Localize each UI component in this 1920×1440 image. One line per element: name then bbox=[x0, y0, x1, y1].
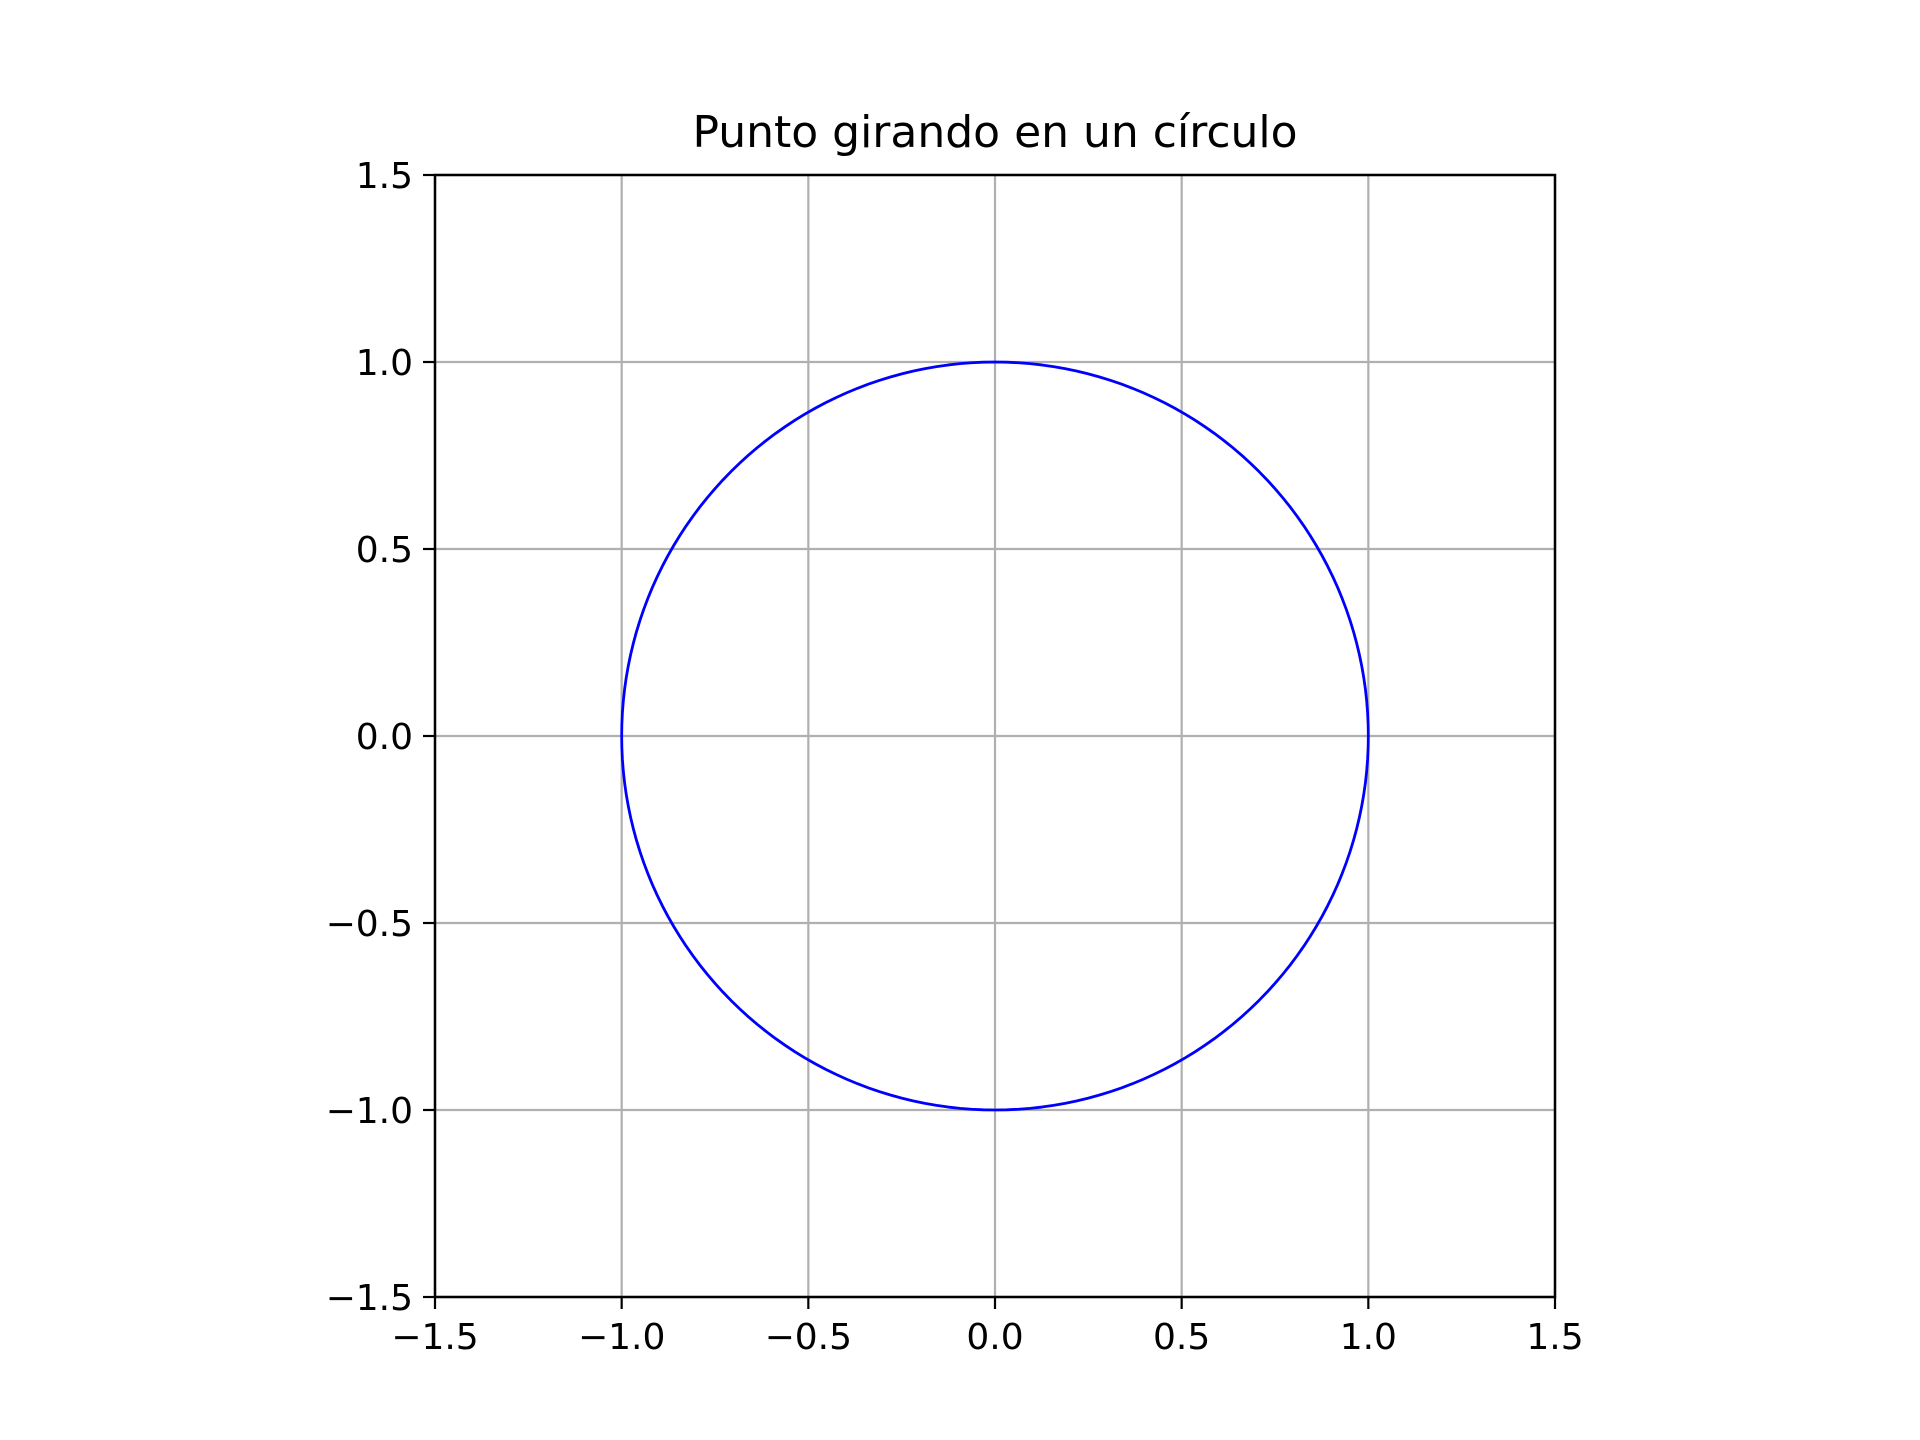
x-tick-label-5: 1.0 bbox=[1340, 1317, 1397, 1358]
series-line-0 bbox=[620, 360, 1370, 1112]
y-tick-label-1: −1.0 bbox=[326, 1091, 413, 1132]
y-tick-label-5: 1.0 bbox=[356, 343, 413, 384]
y-tick-label-6: 1.5 bbox=[356, 156, 413, 197]
x-tick-label-4: 0.5 bbox=[1153, 1317, 1210, 1358]
y-tick-label-4: 0.5 bbox=[356, 530, 413, 571]
y-tick-label-3: 0.0 bbox=[356, 717, 413, 758]
x-tick-label-0: −1.5 bbox=[391, 1317, 478, 1358]
y-axis: −1.5 −1.0 −0.5 0.0 0.5 1.0 1.5 bbox=[326, 156, 435, 1319]
x-tick-label-1: −1.0 bbox=[578, 1317, 665, 1358]
x-tick-label-2: −0.5 bbox=[765, 1317, 852, 1358]
chart-title: Punto girando en un círculo bbox=[692, 107, 1297, 158]
x-tick-label-3: 0.0 bbox=[966, 1317, 1023, 1358]
y-tick-label-2: −0.5 bbox=[326, 904, 413, 945]
x-axis: −1.5 −1.0 −0.5 0.0 0.5 1.0 1.5 bbox=[391, 1297, 1584, 1358]
y-tick-label-0: −1.5 bbox=[326, 1278, 413, 1319]
series-layer bbox=[620, 360, 1370, 1112]
x-tick-label-6: 1.5 bbox=[1526, 1317, 1583, 1358]
